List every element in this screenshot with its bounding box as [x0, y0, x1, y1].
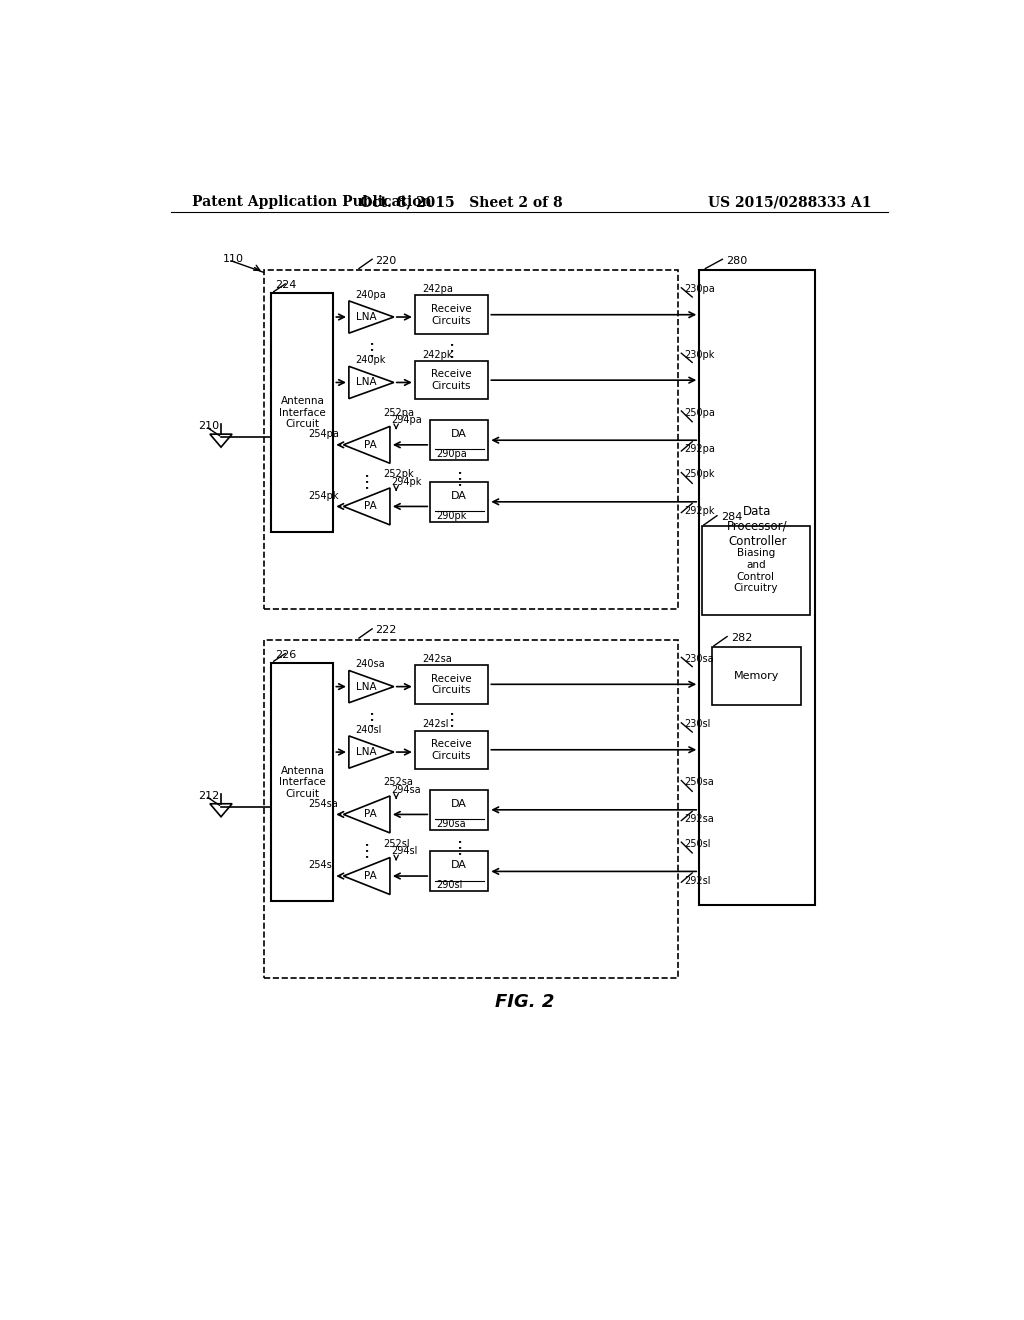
- Bar: [415, 665, 488, 704]
- Text: 242sa: 242sa: [423, 653, 453, 664]
- Text: 292sl: 292sl: [684, 875, 711, 886]
- Text: US 2015/0288333 A1: US 2015/0288333 A1: [709, 195, 872, 210]
- Text: PA: PA: [365, 871, 377, 880]
- Text: ⋯: ⋯: [451, 467, 468, 484]
- Text: 292pk: 292pk: [684, 506, 715, 516]
- Text: Receive
Circuits: Receive Circuits: [431, 673, 472, 696]
- Bar: [430, 851, 488, 891]
- Text: LNA: LNA: [355, 681, 376, 692]
- Text: 230pa: 230pa: [684, 284, 715, 294]
- Text: 254pa: 254pa: [308, 429, 339, 440]
- Text: 290sa: 290sa: [436, 818, 466, 829]
- Text: LNA: LNA: [355, 378, 376, 388]
- Text: LNA: LNA: [355, 747, 376, 758]
- Text: 240pk: 240pk: [355, 355, 385, 366]
- Text: 292sa: 292sa: [684, 814, 714, 824]
- Text: ⋯: ⋯: [442, 339, 461, 356]
- Text: Oct. 8, 2015   Sheet 2 of 8: Oct. 8, 2015 Sheet 2 of 8: [360, 195, 562, 210]
- Text: 290pa: 290pa: [436, 449, 467, 459]
- Bar: [415, 730, 488, 770]
- Text: ⋯: ⋯: [442, 709, 461, 726]
- Bar: [430, 482, 488, 521]
- Text: 242pa: 242pa: [423, 284, 454, 294]
- Text: Patent Application Publication: Patent Application Publication: [193, 195, 432, 210]
- Text: 252pk: 252pk: [384, 469, 415, 479]
- Text: Antenna
Interface
Circuit: Antenna Interface Circuit: [279, 766, 326, 799]
- Text: ⋯: ⋯: [357, 840, 376, 857]
- Text: 212: 212: [198, 791, 219, 801]
- Text: PA: PA: [365, 502, 377, 511]
- Text: 242sl: 242sl: [423, 719, 449, 730]
- Text: 254pk: 254pk: [308, 491, 339, 500]
- Text: ⋯: ⋯: [451, 837, 468, 854]
- Text: 250pa: 250pa: [684, 408, 716, 417]
- Text: 254sl: 254sl: [308, 861, 335, 870]
- Text: 110: 110: [222, 253, 244, 264]
- Text: 230sl: 230sl: [684, 719, 711, 730]
- Bar: [712, 647, 801, 705]
- Text: DA: DA: [452, 861, 467, 870]
- Text: ⋯: ⋯: [357, 470, 376, 487]
- Text: 294pk: 294pk: [391, 477, 422, 487]
- Bar: [271, 663, 334, 902]
- Bar: [415, 296, 488, 334]
- Text: PA: PA: [365, 440, 377, 450]
- Text: 292pa: 292pa: [684, 445, 716, 454]
- Text: Memory: Memory: [733, 672, 779, 681]
- Text: DA: DA: [452, 799, 467, 809]
- Text: DA: DA: [452, 429, 467, 440]
- Text: 294sa: 294sa: [391, 785, 421, 795]
- Text: 294sl: 294sl: [391, 846, 418, 857]
- Text: Receive
Circuits: Receive Circuits: [431, 304, 472, 326]
- Text: 222: 222: [375, 626, 396, 635]
- Text: ⋯: ⋯: [362, 338, 380, 356]
- Text: 230sa: 230sa: [684, 653, 714, 664]
- Text: 290sl: 290sl: [436, 880, 463, 890]
- Text: Antenna
Interface
Circuit: Antenna Interface Circuit: [279, 396, 326, 429]
- Text: FIG. 2: FIG. 2: [496, 993, 554, 1011]
- Bar: [430, 789, 488, 830]
- Bar: [699, 271, 815, 906]
- Bar: [271, 293, 334, 532]
- Text: 220: 220: [375, 256, 396, 265]
- Text: 226: 226: [275, 649, 297, 660]
- Bar: [263, 640, 678, 978]
- Text: 250sl: 250sl: [684, 838, 711, 849]
- Text: 284: 284: [721, 512, 742, 523]
- Bar: [263, 271, 678, 609]
- Text: 242pk: 242pk: [423, 350, 453, 360]
- Text: 240sa: 240sa: [355, 659, 385, 669]
- Text: 254sa: 254sa: [308, 799, 338, 809]
- Text: 250pk: 250pk: [684, 469, 715, 479]
- Text: 252sl: 252sl: [384, 838, 411, 849]
- Text: 250sa: 250sa: [684, 777, 714, 787]
- Text: Biasing
and
Control
Circuitry: Biasing and Control Circuitry: [733, 548, 778, 593]
- Text: Receive
Circuits: Receive Circuits: [431, 739, 472, 760]
- Bar: [430, 420, 488, 461]
- Text: 230pk: 230pk: [684, 350, 715, 360]
- Text: 252pa: 252pa: [384, 408, 415, 417]
- Text: 210: 210: [198, 421, 219, 432]
- Text: LNA: LNA: [355, 312, 376, 322]
- Text: Receive
Circuits: Receive Circuits: [431, 370, 472, 391]
- Text: DA: DA: [452, 491, 467, 500]
- Text: Data
Processor/
Controller: Data Processor/ Controller: [727, 504, 787, 548]
- Text: 240sl: 240sl: [355, 725, 382, 735]
- Text: 280: 280: [726, 256, 748, 265]
- Text: 240pa: 240pa: [355, 289, 386, 300]
- Bar: [415, 360, 488, 400]
- Text: PA: PA: [365, 809, 377, 820]
- Text: 252sa: 252sa: [384, 777, 414, 787]
- Text: 290pk: 290pk: [436, 511, 467, 520]
- Text: 224: 224: [275, 280, 297, 290]
- Bar: [701, 527, 810, 615]
- Text: ⋯: ⋯: [362, 708, 380, 726]
- Text: 282: 282: [731, 634, 753, 643]
- Text: 294pa: 294pa: [391, 416, 422, 425]
